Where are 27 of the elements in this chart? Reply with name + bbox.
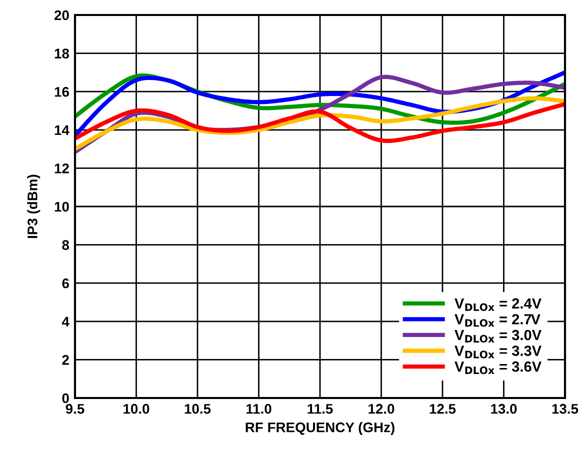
y-tick-label: 18 <box>54 48 70 58</box>
y-tick-label: 14 <box>54 125 70 135</box>
y-tick-label: 16 <box>54 86 69 97</box>
y-tick-label: 20 <box>54 10 69 20</box>
y-tick-label: 10 <box>54 202 69 212</box>
y-tick-label: 6 <box>62 278 69 288</box>
legend-label: V$_{DLOx}$ = 2.7V <box>454 314 540 327</box>
x-tick-label: 11.0 <box>246 404 272 414</box>
y-axis-title: IP3 (dBm) <box>27 174 40 238</box>
x-tick-label: 10.0 <box>124 404 150 414</box>
legend-label: V$_{DLOx}$ = 3.0V <box>454 330 542 343</box>
legend-label: V$_{DLOx}$ = 2.4V <box>454 298 542 312</box>
y-tick-label: 8 <box>62 240 70 250</box>
x-tick-label: 13.5 <box>552 404 578 414</box>
legend-label: V$_{DLOx}$ = 3.3V <box>454 346 542 358</box>
x-tick-label: 11.5 <box>308 404 333 414</box>
legend-label: V$_{DLOx}$ = 3.6V <box>454 361 542 374</box>
y-tick-label: 2 <box>62 355 69 365</box>
x-tick-label: 10.5 <box>184 404 211 414</box>
y-tick-label: 4 <box>62 316 70 326</box>
x-tick-label: 13.0 <box>491 404 517 414</box>
x-tick-label: 12.0 <box>368 404 394 414</box>
y-tick-label: 0 <box>62 393 69 404</box>
x-axis-title: RF FREQUENCY (GHz) <box>246 422 394 436</box>
x-tick-label: 12.5 <box>430 404 456 414</box>
x-tick-label: 9.5 <box>66 404 84 414</box>
y-tick-label: 12 <box>54 164 69 174</box>
